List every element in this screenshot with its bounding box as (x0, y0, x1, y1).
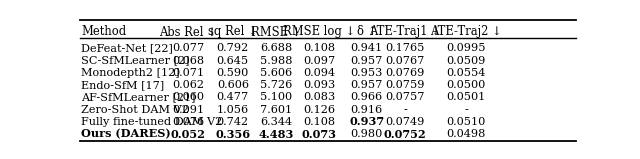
Text: δ ↑: δ ↑ (356, 25, 377, 38)
Text: 7.601: 7.601 (260, 105, 292, 115)
Text: Monodepth2 [12]: Monodepth2 [12] (81, 68, 180, 78)
Text: 0.792: 0.792 (217, 43, 249, 53)
Text: 0.0769: 0.0769 (385, 68, 424, 78)
Text: 0.094: 0.094 (303, 68, 335, 78)
Text: 0.0501: 0.0501 (446, 92, 486, 102)
Text: 0.068: 0.068 (172, 56, 204, 66)
Text: Fully fine-tuned DAM V2: Fully fine-tuned DAM V2 (81, 117, 222, 127)
Text: 0.953: 0.953 (351, 68, 383, 78)
Text: 0.108: 0.108 (303, 43, 335, 53)
Text: 0.966: 0.966 (351, 92, 383, 102)
Text: 5.988: 5.988 (260, 56, 292, 66)
Text: 0.060: 0.060 (172, 92, 204, 102)
Text: RMSE ↓: RMSE ↓ (251, 25, 301, 38)
Text: 0.980: 0.980 (351, 129, 383, 139)
Text: ATE-Traj1 ↓: ATE-Traj1 ↓ (369, 25, 441, 38)
Text: 6.344: 6.344 (260, 117, 292, 127)
Text: Method: Method (81, 25, 126, 38)
Text: Endo-SfM [17]: Endo-SfM [17] (81, 80, 164, 90)
Text: 0.0500: 0.0500 (446, 80, 486, 90)
Text: 5.726: 5.726 (260, 80, 292, 90)
Text: 0.062: 0.062 (172, 80, 204, 90)
Text: 0.0752: 0.0752 (383, 129, 426, 140)
Text: 6.688: 6.688 (260, 43, 292, 53)
Text: 0.126: 0.126 (303, 105, 335, 115)
Text: 0.606: 0.606 (217, 80, 249, 90)
Text: 0.0510: 0.0510 (446, 117, 486, 127)
Text: 5.100: 5.100 (260, 92, 292, 102)
Text: 0.356: 0.356 (215, 129, 250, 140)
Text: 1.056: 1.056 (217, 105, 249, 115)
Text: 0.477: 0.477 (217, 92, 249, 102)
Text: Zero-Shot DAM V2: Zero-Shot DAM V2 (81, 105, 189, 115)
Text: 0.0757: 0.0757 (385, 92, 424, 102)
Text: 0.097: 0.097 (303, 56, 335, 66)
Text: 0.071: 0.071 (172, 68, 204, 78)
Text: 0.957: 0.957 (351, 80, 383, 90)
Text: 0.077: 0.077 (172, 43, 204, 53)
Text: 0.0749: 0.0749 (385, 117, 424, 127)
Text: -: - (464, 105, 468, 115)
Text: 0.091: 0.091 (172, 105, 204, 115)
Text: 5.606: 5.606 (260, 68, 292, 78)
Text: sq Rel ↓: sq Rel ↓ (208, 25, 257, 38)
Text: 0.916: 0.916 (351, 105, 383, 115)
Text: 0.590: 0.590 (217, 68, 249, 78)
Text: 0.076: 0.076 (172, 117, 204, 127)
Text: 0.742: 0.742 (217, 117, 249, 127)
Text: 0.0995: 0.0995 (446, 43, 486, 53)
Text: 0.1765: 0.1765 (385, 43, 424, 53)
Text: 0.937: 0.937 (349, 116, 384, 127)
Text: 0.093: 0.093 (303, 80, 335, 90)
Text: DeFeat-Net [22]: DeFeat-Net [22] (81, 43, 173, 53)
Text: 0.052: 0.052 (171, 129, 205, 140)
Text: Abs Rel ↓: Abs Rel ↓ (159, 25, 217, 38)
Text: 0.941: 0.941 (351, 43, 383, 53)
Text: SC-SfMLearner [2]: SC-SfMLearner [2] (81, 56, 189, 66)
Text: 0.0509: 0.0509 (446, 56, 486, 66)
Text: 0.083: 0.083 (303, 92, 335, 102)
Text: 0.957: 0.957 (351, 56, 383, 66)
Text: AF-SfMLearner [21]: AF-SfMLearner [21] (81, 92, 195, 102)
Text: Ours (DARES): Ours (DARES) (81, 129, 171, 140)
Text: RMSE log ↓: RMSE log ↓ (283, 25, 355, 38)
Text: ATE-Traj2 ↓: ATE-Traj2 ↓ (430, 25, 502, 38)
Text: 0.645: 0.645 (217, 56, 249, 66)
Text: 0.108: 0.108 (303, 117, 335, 127)
Text: 0.073: 0.073 (301, 129, 337, 140)
Text: -: - (403, 105, 407, 115)
Text: 0.0767: 0.0767 (385, 56, 424, 66)
Text: 4.483: 4.483 (258, 129, 294, 140)
Text: 0.0554: 0.0554 (446, 68, 486, 78)
Text: 0.0759: 0.0759 (385, 80, 424, 90)
Text: 0.0498: 0.0498 (446, 129, 486, 139)
